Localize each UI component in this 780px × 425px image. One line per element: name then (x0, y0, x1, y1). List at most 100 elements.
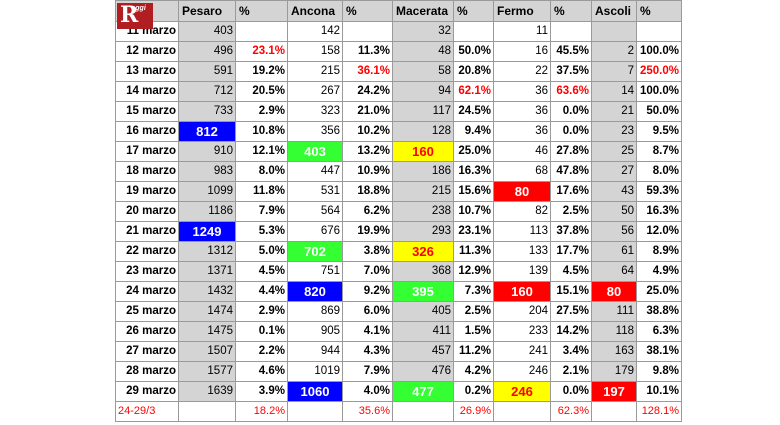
fermo-pct-cell: 0.0% (550, 121, 592, 142)
fermo-pct-cell: 14.2% (550, 321, 592, 342)
ascoli-cell: 14 (591, 81, 637, 102)
summary-ancona-cell (287, 401, 343, 422)
macerata-cell: 117 (392, 101, 454, 122)
fermo-cell: 82 (493, 201, 551, 222)
ascoli-pct-cell: 250.0% (636, 61, 682, 82)
pesaro-pct-cell: 12.1% (235, 141, 288, 162)
table-row: 16 marzo 812 10.8% 356 10.2% 128 9.4% 36 0.0% 23 9… (115, 121, 682, 142)
summary-ascoli-cell (591, 401, 637, 422)
macerata-pct-cell (453, 21, 494, 42)
fermo-cell: 246 (493, 361, 551, 382)
pesaro-cell: 1577 (178, 361, 236, 382)
fermo-header: Fermo (493, 0, 551, 22)
table-row: 27 marzo 1507 2.2% 944 4.3% 457 11.2% 241 3.4% 16… (115, 341, 682, 362)
summary-pesaro-pct-cell: 18.2% (235, 401, 288, 422)
fermo-cell: 68 (493, 161, 551, 182)
pesaro-pct-cell: 8.0% (235, 161, 288, 182)
macerata-cell: 477 (392, 381, 454, 402)
macerata-pct-cell: 50.0% (453, 41, 494, 62)
ascoli-pct-cell: 38.8% (636, 301, 682, 322)
macerata-header: Macerata (392, 0, 454, 22)
macerata-cell: 238 (392, 201, 454, 222)
pesaro-cell: 1507 (178, 341, 236, 362)
fermo-pct-cell: 2.5% (550, 201, 592, 222)
ascoli-cell: 7 (591, 61, 637, 82)
pesaro-cell: 591 (178, 61, 236, 82)
fermo-pct-cell: 37.5% (550, 61, 592, 82)
macerata-pct-cell: 23.1% (453, 221, 494, 242)
pesaro-pct-cell: 2.9% (235, 101, 288, 122)
macerata-pct-cell: 12.9% (453, 261, 494, 282)
macerata-pct-cell: 9.4% (453, 121, 494, 142)
pesaro-cell: 1312 (178, 241, 236, 262)
table-row: 18 marzo 983 8.0% 447 10.9% 186 16.3% 68 47.8% 27… (115, 161, 682, 182)
table-row: 19 marzo 1099 11.8% 531 18.8% 215 15.6% 80 17.6%… (115, 181, 682, 202)
date-cell: 16 marzo (115, 121, 179, 142)
summary-ascoli-pct-cell: 128.1% (636, 401, 682, 422)
ancona-pct-cell: 4.0% (342, 381, 393, 402)
ascoli-cell: 163 (591, 341, 637, 362)
fermo-pct-cell: 0.0% (550, 381, 592, 402)
macerata-cell: 368 (392, 261, 454, 282)
fermo-pct-cell (550, 21, 592, 42)
date-cell: 14 marzo (115, 81, 179, 102)
pesaro-cell: 496 (178, 41, 236, 62)
table-row: 25 marzo 1474 2.9% 869 6.0% 405 2.5% 204 27.5% 11… (115, 301, 682, 322)
macerata-pct-cell: 11.2% (453, 341, 494, 362)
pesaro-pct-cell: 5.3% (235, 221, 288, 242)
fermo-pct-cell: 3.4% (550, 341, 592, 362)
pesaro-pct-cell: 0.1% (235, 321, 288, 342)
fermo-pct-cell: 63.6% (550, 81, 592, 102)
date-cell: 25 marzo (115, 301, 179, 322)
summary-macerata-pct-cell: 26.9% (453, 401, 494, 422)
ancona-cell: 751 (287, 261, 343, 282)
ascoli-cell (591, 21, 637, 42)
ancona-pct-cell: 4.3% (342, 341, 393, 362)
fermo-pct-cell: 27.5% (550, 301, 592, 322)
summary-row: 24-29/3 18.2% 35.6% 26.9% 62.3% 128.1% (115, 401, 682, 422)
fermo-cell: 80 (493, 181, 551, 202)
ancona-pct-header: % (342, 0, 393, 22)
ascoli-cell: 27 (591, 161, 637, 182)
fermo-pct-cell: 15.1% (550, 281, 592, 302)
table-header-row: Pesaro% Ancona% Macerata% Fermo% Ascoli% (115, 0, 682, 22)
macerata-pct-cell: 10.7% (453, 201, 494, 222)
date-cell: 23 marzo (115, 261, 179, 282)
fermo-pct-cell: 37.8% (550, 221, 592, 242)
ancona-cell: 142 (287, 21, 343, 42)
date-cell: 21 marzo (115, 221, 179, 242)
ancona-pct-cell: 4.1% (342, 321, 393, 342)
pesaro-cell: 983 (178, 161, 236, 182)
date-cell: 13 marzo (115, 61, 179, 82)
summary-macerata-cell (392, 401, 454, 422)
ancona-cell: 869 (287, 301, 343, 322)
fermo-cell: 241 (493, 341, 551, 362)
ancona-header: Ancona (287, 0, 343, 22)
summary-pesaro-cell (178, 401, 236, 422)
covid-cases-table-container: Pesaro% Ancona% Macerata% Fermo% Ascoli% 11 … (115, 0, 682, 422)
pesaro-cell: 1186 (178, 201, 236, 222)
ascoli-cell: 111 (591, 301, 637, 322)
summary-fermo-cell (493, 401, 551, 422)
ancona-cell: 267 (287, 81, 343, 102)
table-row: 12 marzo 496 23.1% 158 11.3% 48 50.0% 16 45.5% 2 1… (115, 41, 682, 62)
pesaro-cell: 1474 (178, 301, 236, 322)
macerata-pct-cell: 20.8% (453, 61, 494, 82)
fermo-cell: 36 (493, 81, 551, 102)
macerata-cell: 476 (392, 361, 454, 382)
ancona-pct-cell: 11.3% (342, 41, 393, 62)
ancona-cell: 676 (287, 221, 343, 242)
ascoli-cell: 2 (591, 41, 637, 62)
table-row: 24 marzo 1432 4.4% 820 9.2% 395 7.3% 160 15.1% 80… (115, 281, 682, 302)
ancona-pct-cell: 7.0% (342, 261, 393, 282)
date-cell: 27 marzo (115, 341, 179, 362)
date-cell: 19 marzo (115, 181, 179, 202)
pesaro-pct-cell (235, 21, 288, 42)
ascoli-pct-cell: 100.0% (636, 81, 682, 102)
pesaro-cell: 910 (178, 141, 236, 162)
fermo-cell: 36 (493, 101, 551, 122)
fermo-cell: 246 (493, 381, 551, 402)
ancona-pct-cell: 10.2% (342, 121, 393, 142)
pesaro-cell: 1639 (178, 381, 236, 402)
ancona-pct-cell: 13.2% (342, 141, 393, 162)
